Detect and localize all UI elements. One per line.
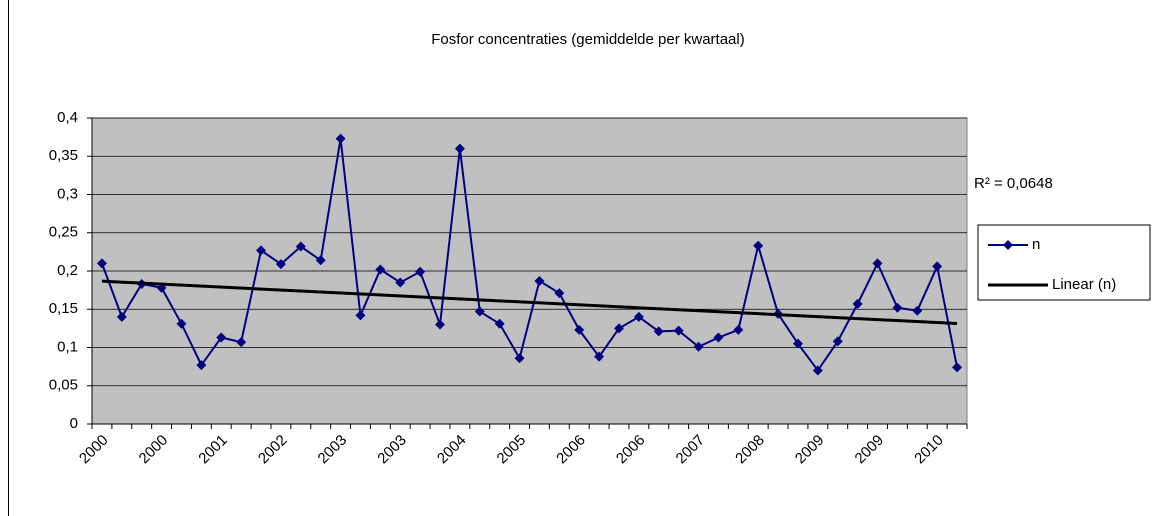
marker (653, 326, 664, 337)
marker (693, 341, 704, 352)
y-tick-label: 0,05 (49, 377, 78, 394)
marker (335, 133, 346, 144)
marker (912, 305, 923, 316)
marker (494, 318, 505, 329)
series-line (101, 138, 959, 373)
marker (375, 264, 386, 275)
marker (852, 298, 863, 309)
legend-marker (1003, 240, 1013, 250)
y-tick-label: 0,1 (57, 338, 78, 355)
marker (514, 353, 525, 364)
marker (892, 302, 903, 313)
marker (812, 365, 823, 376)
chart-title: Fosfor concentraties (gemiddelde per kwa… (431, 31, 744, 48)
marker (355, 310, 366, 321)
y-tick-label: 0,2 (57, 262, 78, 279)
marker (216, 332, 227, 343)
marker (395, 277, 406, 288)
marker (315, 255, 326, 266)
marker (534, 275, 545, 286)
marker (932, 261, 943, 272)
marker (176, 318, 187, 329)
y-tick-label: 0 (70, 415, 78, 432)
marker (633, 311, 644, 322)
marker (96, 258, 107, 269)
marker (594, 351, 605, 362)
legend-box (977, 224, 1151, 301)
marker (435, 319, 446, 330)
marker (415, 266, 426, 277)
marker (792, 338, 803, 349)
marker (613, 323, 624, 334)
marker (832, 336, 843, 347)
marker (256, 245, 267, 256)
marker (454, 143, 465, 154)
y-tick-label: 0,4 (57, 109, 78, 126)
legend-label: n (1032, 236, 1040, 253)
trendline (101, 279, 958, 326)
marker (295, 241, 306, 252)
marker (236, 337, 247, 348)
legend-label: Linear (n) (1052, 276, 1116, 293)
marker (872, 258, 883, 269)
marker (474, 306, 485, 317)
y-tick-label: 0,35 (49, 147, 78, 164)
y-tick-label: 0,3 (57, 185, 78, 202)
y-tick-label: 0,25 (49, 224, 78, 241)
marker (673, 325, 684, 336)
marker (952, 362, 963, 373)
marker (275, 259, 286, 270)
marker (733, 324, 744, 335)
marker (554, 288, 565, 299)
marker (713, 332, 724, 343)
marker (753, 240, 764, 251)
marker (196, 360, 207, 371)
trendline-annotation: R² = 0,0648 (974, 175, 1053, 192)
y-tick-label: 0,15 (49, 300, 78, 317)
marker (574, 324, 585, 335)
marker (116, 311, 127, 322)
